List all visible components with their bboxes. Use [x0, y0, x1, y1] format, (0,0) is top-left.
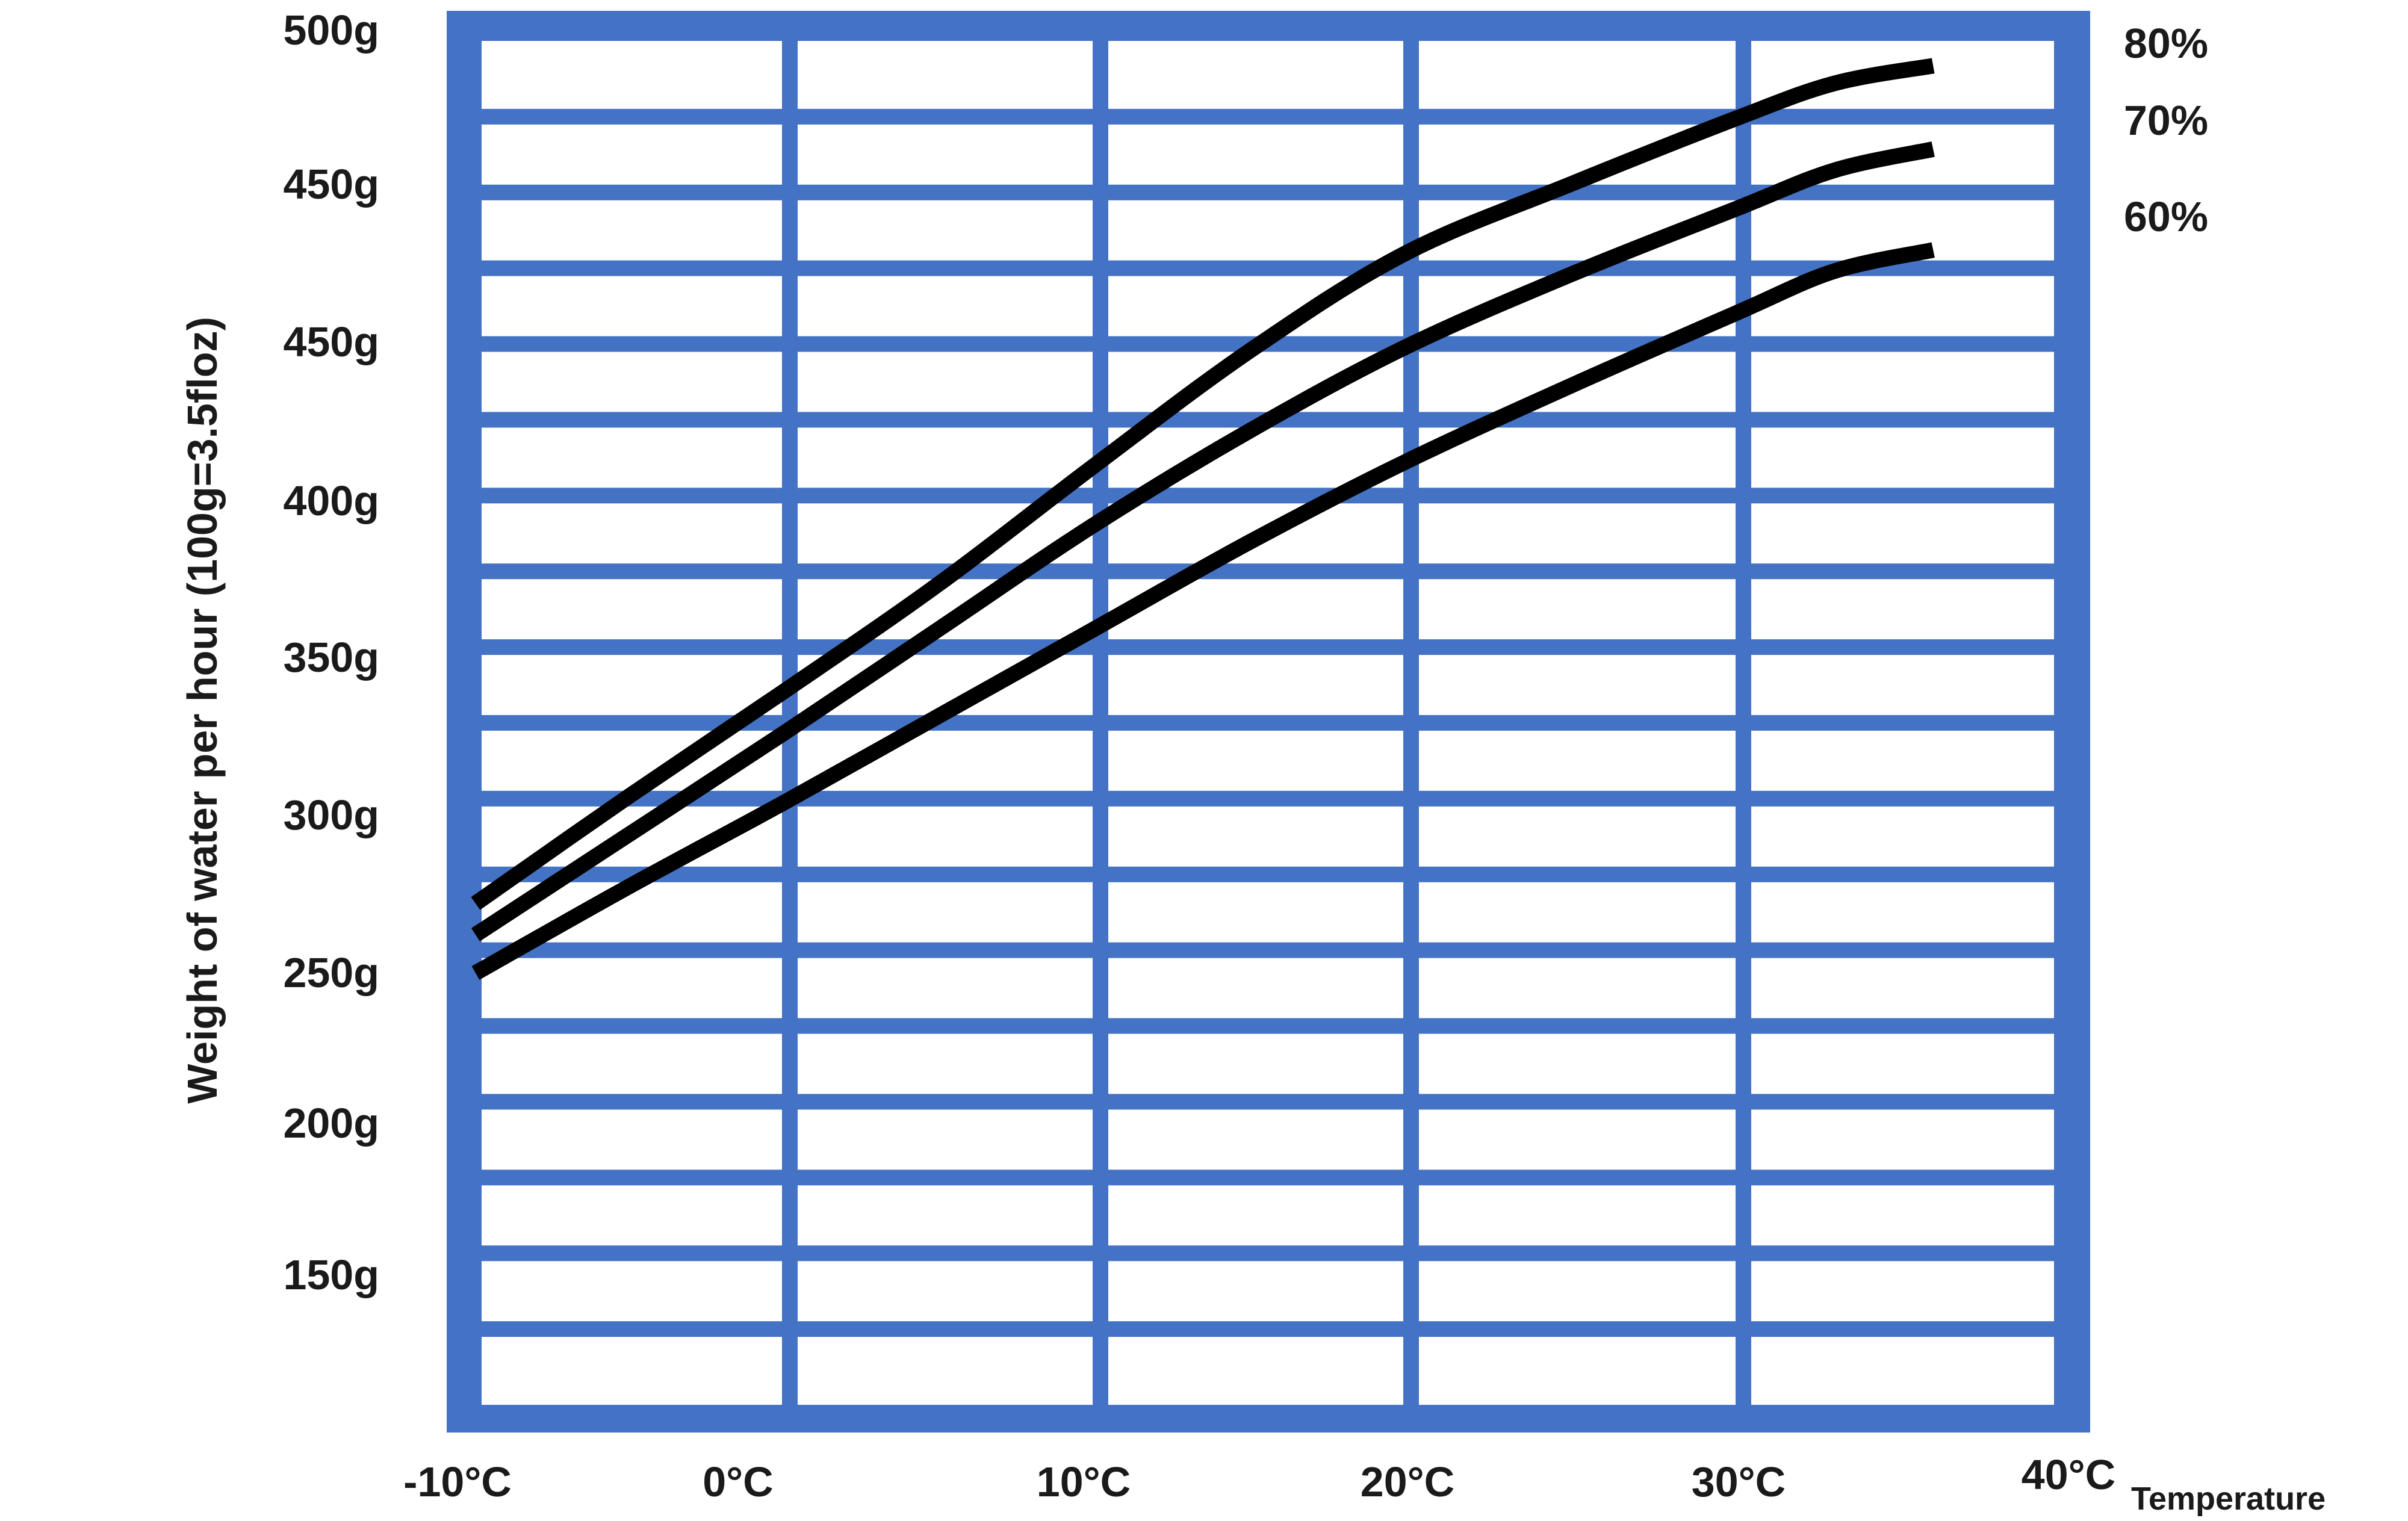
y-tick-label: 450g [283, 318, 379, 365]
series-lines [471, 58, 1935, 980]
x-tick-label: 10°C [1037, 1458, 1131, 1505]
y-tick-label: 250g [283, 949, 379, 996]
x-axis-ticks: -10°C 0°C 10°C 20°C 30°C 40°C [403, 1451, 2115, 1505]
gridline-vertical [1736, 41, 1751, 1405]
gridline-vertical [1093, 41, 1108, 1405]
gridline-horizontal [482, 184, 2054, 200]
gridline-horizontal [482, 942, 2054, 958]
gridline-horizontal [482, 639, 2054, 655]
series-line-60pct [471, 242, 1935, 980]
x-axis-label: Temperature [2131, 1481, 2326, 1517]
gridline-horizontal [482, 1321, 2054, 1337]
gridline-horizontal [482, 563, 2054, 580]
gridline-horizontal [482, 1018, 2054, 1034]
series-line-70pct [471, 141, 1935, 941]
gridline-horizontal [482, 866, 2054, 882]
series-label-70pct: 70% [2124, 97, 2208, 144]
y-axis-ticks: 500g 450g 450g 400g 350g 300g 250g 200g 150g [283, 7, 379, 1298]
series-label-80pct: 80% [2124, 20, 2208, 67]
x-tick-label: 30°C [1692, 1458, 1786, 1505]
x-tick-label: 20°C [1361, 1458, 1454, 1505]
gridline-horizontal [482, 790, 2054, 807]
y-axis-label: Weight of water per hour (100g=3.5floz) [179, 317, 226, 1104]
gridline-horizontal [482, 260, 2054, 276]
legend: 80% 70% 60% [2124, 20, 2208, 240]
gridline-horizontal [482, 1245, 2054, 1262]
series-line-80pct [471, 58, 1935, 910]
y-tick-label: 150g [283, 1251, 379, 1298]
series-label-60pct: 60% [2124, 193, 2208, 240]
gridline-horizontal [482, 488, 2054, 504]
gridline-horizontal [482, 1169, 2054, 1186]
x-tick-label: 40°C [2022, 1451, 2115, 1498]
x-tick-label: 0°C [703, 1458, 773, 1505]
gridline-horizontal [482, 1094, 2054, 1110]
y-tick-label: 400g [283, 477, 379, 524]
y-tick-label: 500g [283, 7, 379, 54]
y-tick-label: 300g [283, 791, 379, 838]
y-tick-label: 200g [283, 1100, 379, 1147]
x-tick-label: -10°C [403, 1458, 512, 1505]
gridline-horizontal [482, 108, 2054, 125]
gridline-vertical [1403, 41, 1419, 1405]
y-tick-label: 350g [283, 634, 379, 681]
y-tick-label: 450g [283, 161, 379, 208]
